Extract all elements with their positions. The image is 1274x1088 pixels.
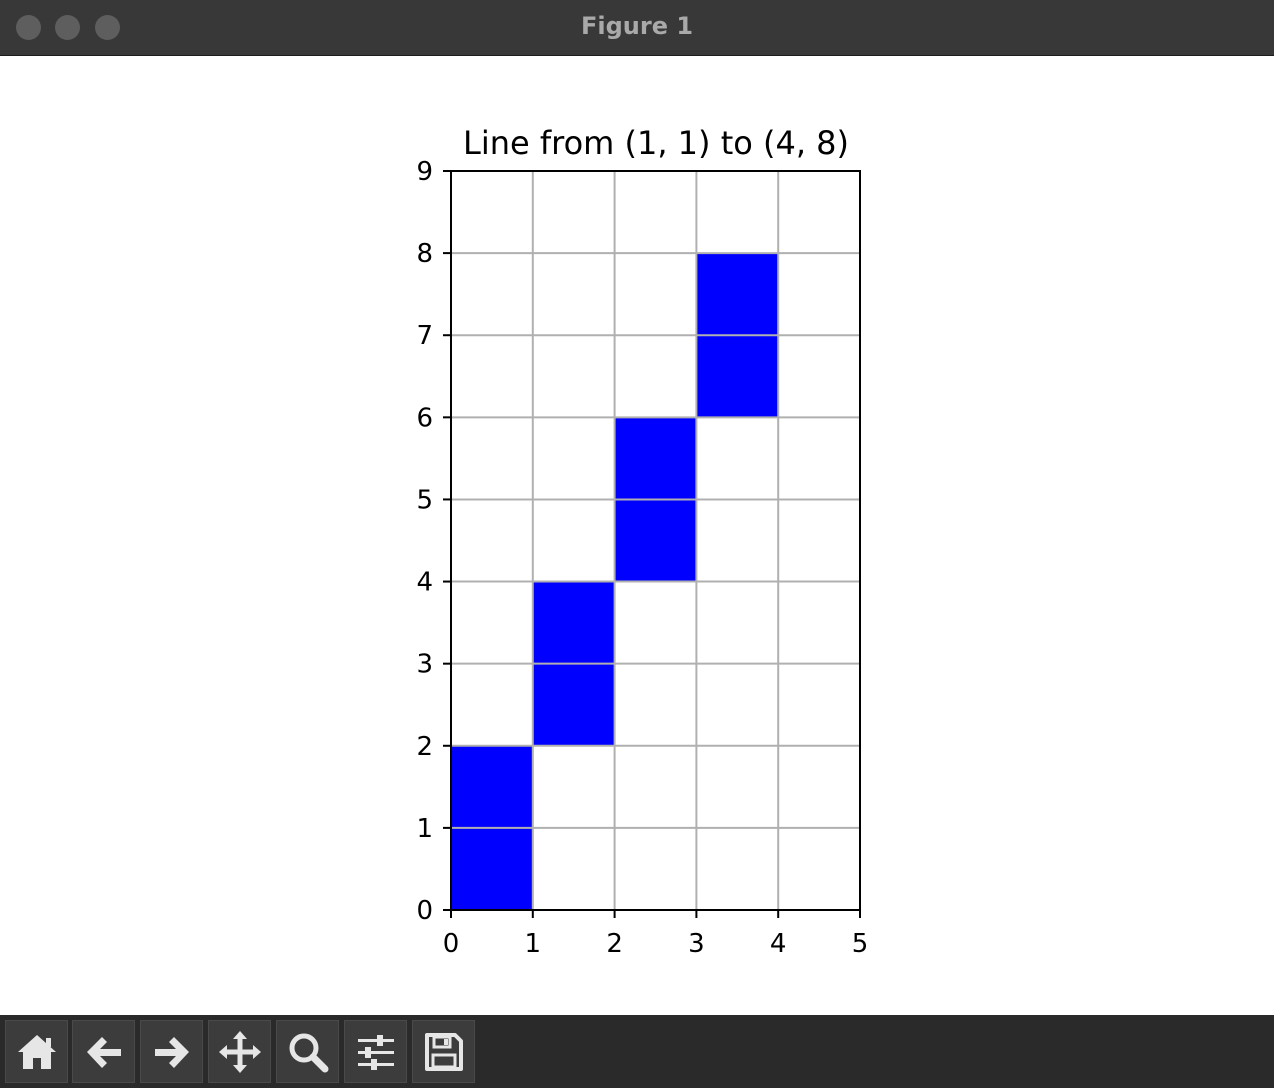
x-tick-label-0: 0 bbox=[443, 929, 460, 959]
y-tick-label-4: 4 bbox=[416, 568, 433, 598]
minimize-window-button[interactable] bbox=[55, 15, 80, 40]
y-tick-label-0: 0 bbox=[416, 896, 433, 926]
y-tick-label-7: 7 bbox=[416, 321, 433, 351]
home-button[interactable] bbox=[5, 1020, 68, 1083]
maximize-window-button[interactable] bbox=[95, 15, 120, 40]
axes-frame bbox=[450, 170, 861, 911]
window-titlebar: Figure 1 bbox=[0, 0, 1274, 56]
zoom-button[interactable] bbox=[276, 1020, 339, 1083]
x-tick-label-5: 5 bbox=[852, 929, 869, 959]
y-tick-label-8: 8 bbox=[416, 239, 433, 269]
move-icon bbox=[218, 1030, 261, 1073]
x-tick-label-2: 2 bbox=[606, 929, 623, 959]
arrow-left-icon bbox=[86, 1036, 121, 1068]
y-tick-label-9: 9 bbox=[416, 157, 433, 187]
y-tick-label-3: 3 bbox=[416, 650, 433, 680]
pan-button[interactable] bbox=[208, 1020, 271, 1083]
filled-cell-0-0 bbox=[451, 827, 533, 910]
arrow-right-icon bbox=[154, 1036, 189, 1068]
ticks-layer: 0 1 2 3 4 5 0 1 2 3 4 5 6 7 8 9 bbox=[416, 157, 868, 959]
back-button[interactable] bbox=[72, 1020, 135, 1083]
y-tick-label-5: 5 bbox=[416, 485, 433, 515]
search-icon bbox=[289, 1033, 328, 1072]
close-window-button[interactable] bbox=[16, 15, 41, 40]
filled-cell-1-2 bbox=[532, 663, 615, 746]
x-tick-label-1: 1 bbox=[525, 929, 542, 959]
floppy-disk-icon bbox=[424, 1032, 463, 1071]
y-tick-label-6: 6 bbox=[416, 403, 433, 433]
home-icon bbox=[17, 1034, 56, 1069]
x-tick-label-3: 3 bbox=[688, 929, 705, 959]
filled-cell-2-4 bbox=[614, 499, 697, 582]
figure-canvas[interactable]: Line from (1, 1) to (4, 8) 0 1 2 3 4 5 0 1 2 3 4 5 6… bbox=[0, 57, 1274, 1015]
y-tick-label-2: 2 bbox=[416, 732, 433, 762]
chart: Line from (1, 1) to (4, 8) 0 1 2 3 4 5 0 1 2 3 4 5 6… bbox=[416, 124, 868, 959]
filled-cell-1-3 bbox=[532, 581, 615, 664]
forward-button[interactable] bbox=[140, 1020, 203, 1083]
save-button[interactable] bbox=[412, 1020, 475, 1083]
x-tick-label-4: 4 bbox=[770, 929, 787, 959]
cells-layer bbox=[451, 253, 779, 910]
y-tick-label-1: 1 bbox=[416, 814, 433, 844]
filled-cell-3-6 bbox=[696, 335, 779, 418]
window-title: Figure 1 bbox=[580, 12, 694, 40]
navigation-toolbar bbox=[0, 1015, 1274, 1088]
sliders-icon bbox=[357, 1034, 394, 1070]
filled-cell-0-1 bbox=[451, 745, 533, 828]
filled-cell-2-5 bbox=[614, 417, 697, 500]
filled-cell-3-7 bbox=[696, 253, 779, 336]
chart-title: Line from (1, 1) to (4, 8) bbox=[463, 124, 849, 162]
configure-subplots-button[interactable] bbox=[344, 1020, 407, 1083]
